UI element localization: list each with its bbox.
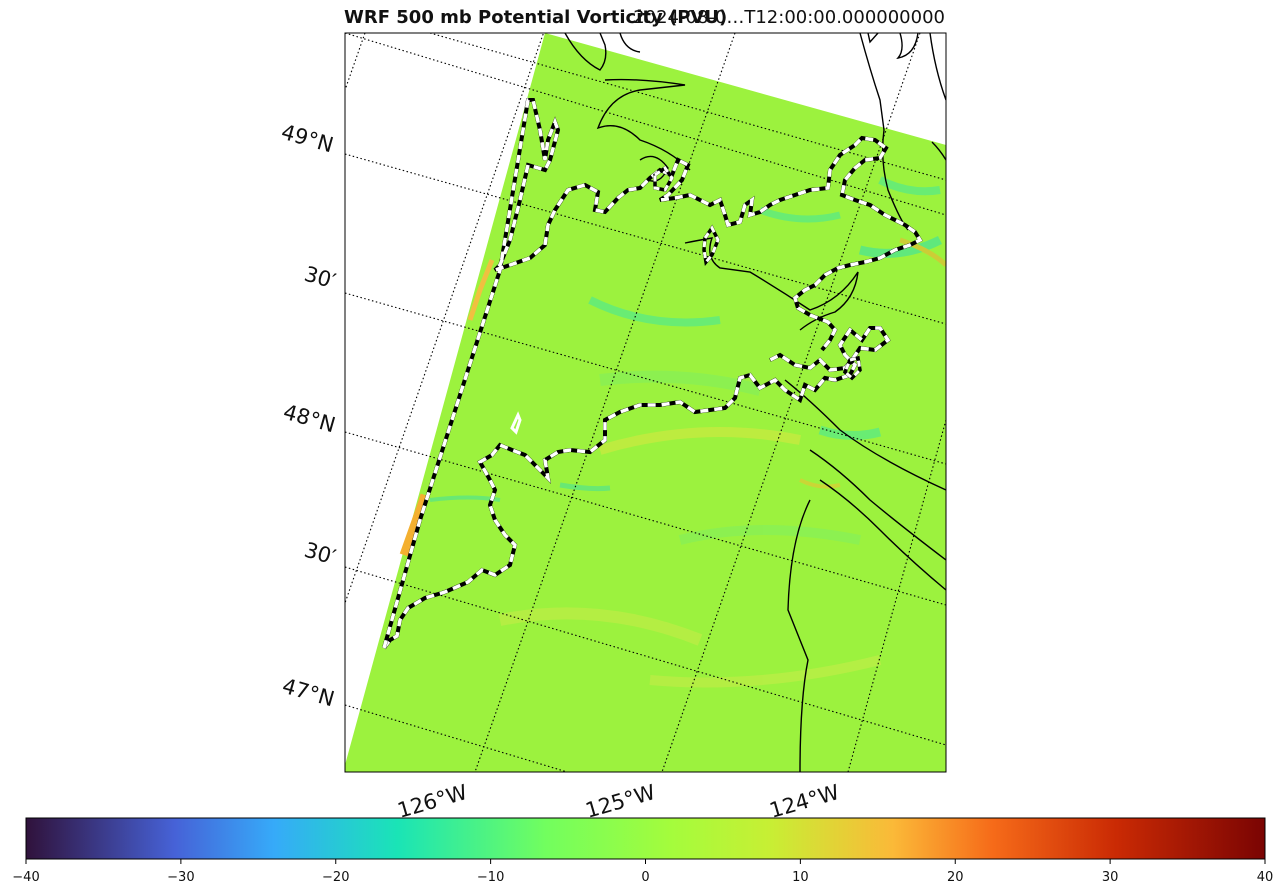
colorbar-gradient — [25, 817, 1266, 860]
streak-yellow — [498, 607, 703, 646]
coastline — [619, 33, 641, 53]
coastline — [819, 479, 946, 591]
streak-cyan — [818, 425, 882, 440]
streak-cyan — [429, 495, 501, 502]
contour-line — [382, 98, 923, 649]
lon-line — [661, 33, 921, 772]
domain-edge-orange — [399, 493, 430, 557]
colorbar-tick-label: −40 — [12, 870, 39, 885]
graticule — [345, 33, 946, 772]
lon-label: 124°W — [767, 780, 842, 823]
lon-label: 125°W — [583, 780, 658, 823]
lat-label: 49°N — [279, 120, 337, 158]
colorbar-tick-label: −10 — [477, 870, 504, 885]
lat-labels: 49°N 30′ 48°N 30′ 47°N — [279, 120, 339, 712]
lon-labels: 126°W 125°W 124°W — [395, 780, 842, 823]
colorbar-tick-label: 40 — [1257, 870, 1274, 885]
colorbar-tick-label: −30 — [167, 870, 194, 885]
streak-yellow — [598, 427, 801, 455]
coastline — [564, 33, 607, 71]
coastline — [929, 33, 946, 101]
coastline — [684, 237, 859, 331]
lon-line — [345, 33, 545, 604]
pv-contour — [382, 98, 923, 650]
lon-line — [847, 419, 946, 772]
streak-cyan — [588, 296, 721, 327]
figure-title: WRF 500 mb Potential Vorticity (PVU) — [344, 7, 728, 28]
streak-yellow — [599, 370, 762, 396]
streak-yellow — [678, 525, 861, 545]
lon-line — [345, 33, 366, 91]
contour-line — [382, 326, 891, 650]
streak-cyan — [878, 176, 941, 196]
coastline — [867, 33, 879, 44]
streak-cyan — [858, 235, 943, 258]
domain-edge-orange — [467, 259, 495, 321]
map-frame — [344, 32, 947, 773]
lat-line — [345, 566, 946, 746]
pv-field — [345, 33, 946, 772]
colorbar-tick-label: 30 — [1102, 870, 1119, 885]
colorbar-tick-label: 0 — [641, 870, 649, 885]
coastline — [931, 141, 946, 161]
coastline — [596, 78, 691, 171]
lon-label: 126°W — [395, 780, 470, 823]
contour-line — [843, 356, 862, 381]
contour-line — [510, 411, 522, 435]
streak-cyan — [559, 482, 611, 492]
streak-orange — [799, 478, 841, 489]
lat-line — [345, 704, 570, 772]
colorbar-tick-label: 10 — [792, 870, 809, 885]
colorbar-tick-label: 20 — [947, 870, 964, 885]
lat-line — [345, 33, 946, 216]
coastline — [809, 449, 946, 561]
coastline — [896, 33, 919, 60]
streak-cyan — [758, 206, 841, 223]
lat-label: 30′ — [302, 538, 339, 570]
streak-orange — [899, 237, 946, 267]
lat-line — [345, 292, 946, 465]
colorbar-tick-label: −20 — [322, 870, 349, 885]
lat-line — [345, 431, 946, 606]
lat-label: 48°N — [281, 400, 339, 438]
colorbar-ticks: −40 −30 −20 −10 0 10 20 30 40 — [12, 859, 1273, 885]
lat-label: 47°N — [280, 674, 338, 712]
streak-yellow — [649, 655, 882, 688]
lon-line — [474, 33, 736, 772]
colorbar: −40 −30 −20 −10 0 10 20 30 40 — [12, 817, 1273, 885]
time-label: 2024-08-0…T12:00:00.000000000 — [633, 7, 945, 28]
contour-line — [702, 225, 720, 266]
lat-line — [345, 153, 946, 325]
contour-line — [653, 165, 675, 192]
coastline — [787, 499, 811, 772]
lat-label: 30′ — [302, 262, 339, 294]
lon-line — [429, 33, 946, 181]
